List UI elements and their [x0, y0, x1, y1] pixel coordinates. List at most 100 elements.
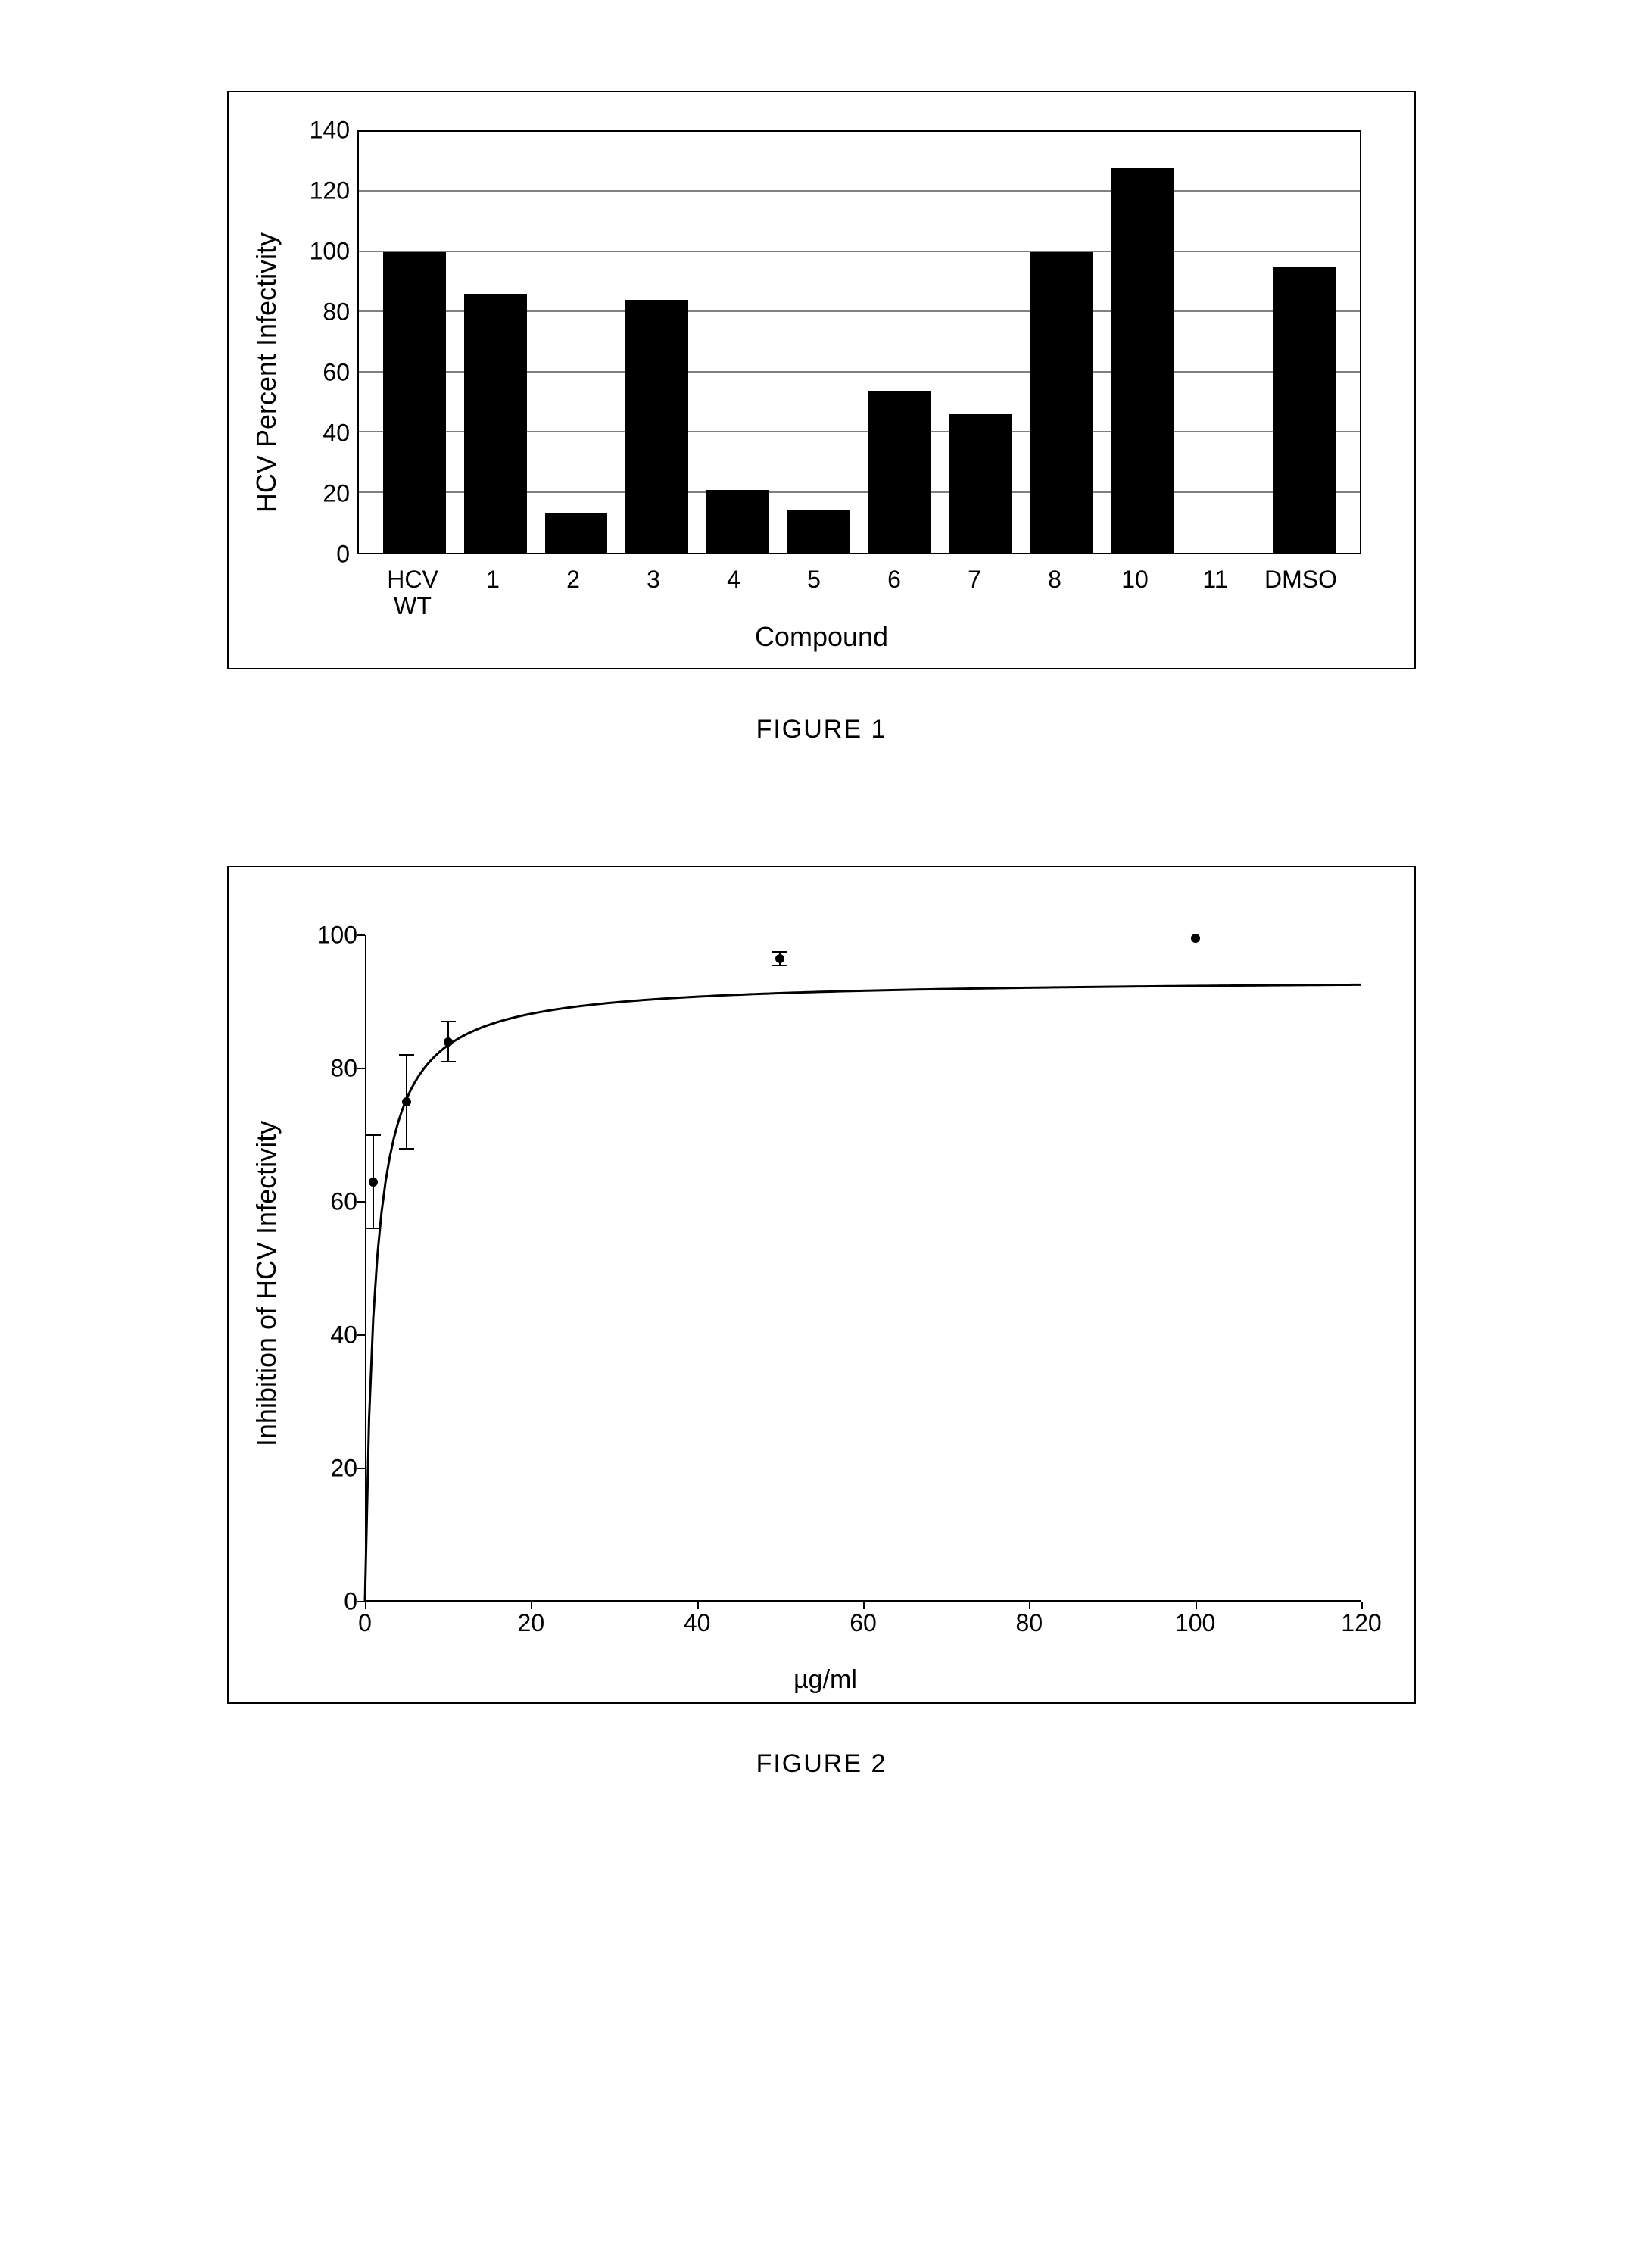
- figure-2-y-tick-label: 40: [304, 1321, 357, 1349]
- figure-1-x-tick-label: HCVWT: [382, 562, 444, 615]
- figure-2-x-tick-mark: [863, 1602, 865, 1609]
- figure-1-caption: FIGURE 1: [227, 715, 1416, 744]
- figure-1-bar: [949, 414, 1012, 553]
- figure-1-bar-slot: [616, 132, 697, 553]
- figure-2-frame: Inhibition of HCV Infectivity 0 20 40 60 80 1…: [227, 866, 1416, 1704]
- figure-2-data-point: [402, 1097, 411, 1106]
- figure-2-scatterchart: Inhibition of HCV Infectivity 0204060801…: [282, 905, 1369, 1662]
- figure-1-y-ticks: 020406080100120140: [304, 130, 350, 554]
- figure-2-y-tick-mark: [357, 1468, 365, 1469]
- figure-1-bar-slot: [455, 132, 536, 553]
- figure-2-x-tick-label: 100: [1175, 1609, 1215, 1637]
- figure-1-bar: [787, 510, 850, 553]
- figure-2-y-axis-label: Inhibition of HCV Infectivity: [251, 1121, 282, 1446]
- figure-1-x-tick-label: DMSO: [1264, 562, 1337, 615]
- figure-2-y-tick-label: 80: [304, 1055, 357, 1083]
- figure-1-x-tick-label: 3: [622, 562, 684, 615]
- figure-1-plot-area: [357, 130, 1361, 554]
- figure-2-x-tick-label: 20: [518, 1609, 545, 1637]
- figure-2-data-point: [1191, 934, 1200, 943]
- figure-1-bar: [625, 300, 688, 553]
- figure-1-y-axis-label: HCV Percent Infectivity: [251, 232, 282, 513]
- figure-1-y-tick-label: 60: [304, 359, 350, 387]
- figure-2-data-point: [369, 1178, 378, 1187]
- figure-2-y-tick-mark: [357, 1334, 365, 1336]
- figure-1-x-tick-label: 7: [943, 562, 1005, 615]
- figure-1-bar-slot: [374, 132, 455, 553]
- figure-1-bar-slot: [778, 132, 859, 553]
- figure-2-x-tick-mark: [1361, 1602, 1363, 1609]
- figure-1-x-tick-label: 11: [1184, 562, 1246, 615]
- figure-2-x-tick-mark: [1029, 1602, 1030, 1609]
- figure-1-bar: [1030, 252, 1093, 553]
- figure-2-x-ticks: 020406080100120: [365, 1609, 1361, 1639]
- figure-1-bar: [1273, 267, 1336, 553]
- figure-2-y-tick-label: 100: [304, 922, 357, 950]
- figure-2-block: Inhibition of HCV Infectivity 0 20 40 60 80 1…: [227, 866, 1416, 1779]
- figure-2-data-point: [444, 1037, 453, 1047]
- figure-2-y-tick-mark: [357, 934, 365, 936]
- figure-2-x-tick-mark: [531, 1602, 532, 1609]
- figure-1-bar-slot: [940, 132, 1021, 553]
- figure-1-bars: [359, 132, 1360, 553]
- figure-1-bar: [545, 513, 608, 553]
- figure-2-y-tick-label: 0: [304, 1588, 357, 1616]
- figure-1-bar-slot: [1102, 132, 1183, 553]
- figure-1-bar-slot: [1183, 132, 1264, 553]
- figure-1-x-ticks: HCVWT123456781011DMSO: [357, 562, 1361, 615]
- figure-1-bar-slot: [859, 132, 940, 553]
- figure-1-x-tick-label: 8: [1024, 562, 1086, 615]
- figure-1-y-tick-label: 0: [304, 541, 350, 569]
- figure-2-error-cap: [366, 1228, 381, 1229]
- figure-1-y-tick-label: 20: [304, 480, 350, 508]
- figure-1-x-tick-label: 10: [1104, 562, 1166, 615]
- figure-1-y-tick-label: 80: [304, 298, 350, 326]
- figure-2-error-cap: [399, 1148, 414, 1150]
- figure-2-y-tick-mark: [357, 1068, 365, 1069]
- figure-2-data-point: [775, 954, 784, 963]
- figure-2-x-tick-label: 120: [1341, 1609, 1381, 1637]
- figure-2-y-ticks: 020406080100: [304, 935, 357, 1602]
- page: HCV Percent Infectivity 0204060801001201…: [0, 0, 1643, 2268]
- figure-2-x-tick-mark: [1196, 1602, 1197, 1609]
- figure-1-x-tick-label: 2: [542, 562, 604, 615]
- figure-1-bar: [383, 252, 446, 553]
- figure-2-x-tick-mark: [697, 1602, 699, 1609]
- figure-2-error-cap: [772, 965, 787, 966]
- figure-1-y-tick-label: 40: [304, 420, 350, 448]
- figure-1-bar-slot: [697, 132, 778, 553]
- figure-2-x-tick-label: 80: [1016, 1609, 1043, 1637]
- figure-1-x-tick-label: 4: [703, 562, 765, 615]
- figure-1-bar-slot: [536, 132, 617, 553]
- figure-2-error-cap: [399, 1054, 414, 1056]
- figure-1-barchart: HCV Percent Infectivity 0204060801001201…: [274, 130, 1369, 615]
- figure-2-y-tick-mark: [357, 1601, 365, 1602]
- figure-2-fit-curve: [365, 935, 1361, 1602]
- figure-1-frame: HCV Percent Infectivity 0 20 40 60 80 100 120 1…: [227, 91, 1416, 669]
- figure-2-x-axis-label: µg/ml: [282, 1665, 1369, 1695]
- figure-2-error-cap: [772, 951, 787, 953]
- figure-2-y-tick-label: 60: [304, 1188, 357, 1216]
- figure-1-bar: [706, 490, 769, 553]
- figure-2-error-cap: [441, 1061, 456, 1062]
- figure-1-x-tick-label: 5: [783, 562, 845, 615]
- figure-1-bar-slot: [1021, 132, 1102, 553]
- figure-2-caption: FIGURE 2: [227, 1749, 1416, 1779]
- figure-1-y-tick-label: 140: [304, 117, 350, 145]
- figure-1-y-tick-label: 100: [304, 238, 350, 266]
- figure-1-bar: [868, 391, 931, 553]
- figure-2-x-tick-mark: [365, 1602, 366, 1609]
- figure-2-x-tick-label: 0: [358, 1609, 372, 1637]
- figure-1-y-tick-label: 120: [304, 177, 350, 205]
- figure-1-bar-slot: [1264, 132, 1345, 553]
- figure-2-error-cap: [441, 1021, 456, 1022]
- figure-1-block: HCV Percent Infectivity 0 20 40 60 80 100 120 1…: [227, 91, 1416, 744]
- figure-1-x-tick-label: 6: [863, 562, 925, 615]
- figure-2-y-tick-mark: [357, 1201, 365, 1203]
- figure-1-bar: [1111, 168, 1174, 553]
- figure-2-plot-area: [365, 935, 1361, 1602]
- figure-2-error-cap: [366, 1134, 381, 1136]
- figure-2-x-tick-label: 60: [850, 1609, 877, 1637]
- figure-2-x-tick-label: 40: [684, 1609, 711, 1637]
- figure-1-x-axis-label: Compound: [274, 621, 1369, 653]
